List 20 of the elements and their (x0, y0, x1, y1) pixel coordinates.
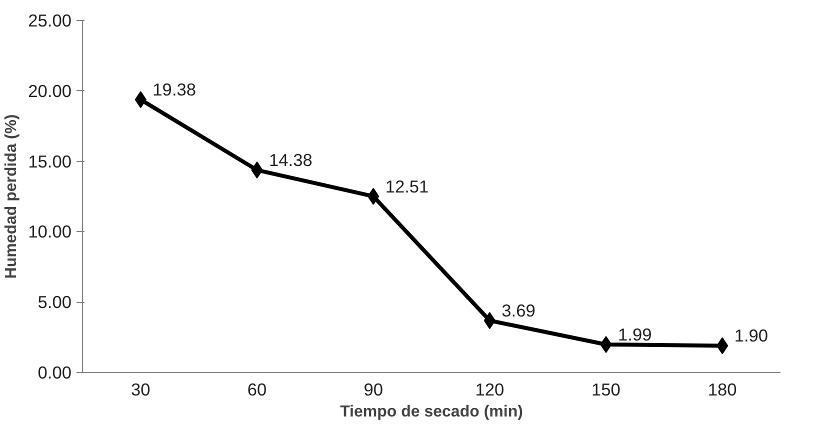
x-axis-title: Tiempo de secado (min) (340, 404, 523, 420)
y-tick-label: 15.00 (28, 151, 72, 172)
x-tick-label: 150 (592, 380, 620, 400)
data-label: 1.99 (618, 324, 652, 344)
x-tick-label: 90 (364, 380, 383, 400)
y-tick-label: 20.00 (28, 80, 72, 101)
data-label: 19.38 (152, 80, 196, 100)
data-label: 1.90 (734, 326, 768, 346)
data-label: 12.51 (385, 176, 429, 196)
y-tick-label: 10.00 (28, 222, 72, 242)
data-label: 14.38 (269, 150, 312, 170)
x-tick-label: 120 (475, 380, 504, 400)
y-axis-title: Humedad perdida (%) (3, 114, 20, 279)
data-label: 3.69 (502, 300, 536, 321)
x-tick-label: 30 (131, 380, 150, 400)
y-tick-label: 5.00 (38, 292, 72, 312)
y-tick-label: 25.00 (28, 10, 72, 30)
x-tick-label: 180 (708, 380, 737, 400)
y-tick-label: 0.00 (38, 362, 72, 382)
x-tick-label: 60 (247, 380, 267, 400)
